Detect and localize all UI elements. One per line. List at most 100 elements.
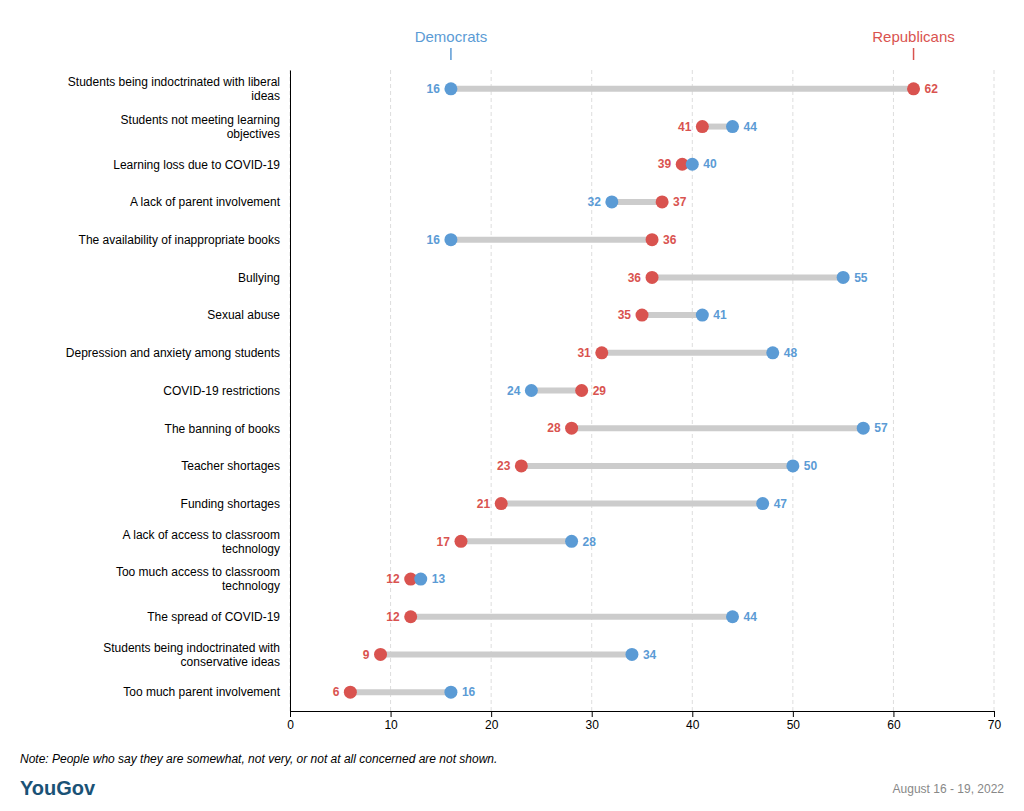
data-label: 41	[678, 120, 692, 134]
x-tick: 40	[686, 711, 700, 732]
y-tick-label: Too much parent involvement	[123, 685, 280, 699]
dot	[636, 309, 649, 322]
y-tick: The spread of COVID-19	[147, 610, 280, 624]
data-label: 44	[744, 610, 758, 624]
connector	[531, 388, 581, 394]
y-tick: Too much parent involvement	[123, 685, 280, 699]
x-axis: 0 10 20 30 40 50 60 70	[287, 711, 1001, 732]
data-labels: 6241393736363531292823211712129616444032…	[333, 82, 939, 699]
grid-line	[290, 70, 291, 711]
x-tick-label: 60	[887, 718, 901, 732]
connector	[501, 501, 762, 507]
dot	[374, 648, 387, 661]
y-tick-label: Sexual abuse	[207, 308, 280, 322]
dot	[444, 82, 457, 95]
x-tick-mark	[893, 711, 894, 717]
dot	[414, 573, 427, 586]
x-tick: 30	[586, 711, 600, 732]
y-tick: Depression and anxiety among students	[66, 346, 280, 360]
y-tick-label: Learning loss due to COVID-19	[113, 158, 280, 172]
x-axis-line	[291, 712, 995, 718]
dot	[726, 610, 739, 623]
connector	[642, 312, 702, 318]
data-label: 47	[774, 497, 788, 511]
data-label: 34	[643, 648, 657, 662]
data-label: 9	[363, 648, 370, 662]
dot	[696, 120, 709, 133]
legend-entry: Republicans	[872, 28, 955, 45]
y-tick-label: COVID-19 restrictions	[163, 384, 280, 398]
data-label: 16	[462, 685, 476, 699]
data-label: 41	[713, 308, 727, 322]
dot	[646, 233, 659, 246]
x-tick: 70	[988, 711, 1002, 732]
grid	[290, 70, 994, 711]
legend-pointer	[913, 48, 915, 60]
x-tick-mark	[491, 711, 492, 717]
dot	[525, 384, 538, 397]
x-tick-mark	[994, 711, 995, 717]
y-tick-label: Students being indoctrinated with libera…	[68, 75, 280, 103]
y-tick: Sexual abuse	[207, 308, 280, 322]
x-tick-mark	[391, 711, 392, 717]
connector	[612, 199, 662, 205]
data-label: 16	[427, 82, 441, 96]
legend-entry: Democrats	[415, 28, 488, 45]
data-label: 50	[804, 459, 818, 473]
grid-line	[792, 70, 793, 711]
connector	[381, 651, 632, 657]
data-label: 48	[784, 346, 798, 360]
y-tick-label: Teacher shortages	[181, 459, 280, 473]
marks	[344, 82, 920, 698]
data-label: 21	[477, 497, 491, 511]
x-tick: 20	[485, 711, 499, 732]
dot	[565, 535, 578, 548]
dot	[565, 422, 578, 435]
y-tick: Learning loss due to COVID-19	[113, 158, 280, 172]
x-tick-label: 50	[787, 718, 801, 732]
data-label: 62	[925, 82, 939, 96]
data-label: 35	[618, 308, 632, 322]
y-tick: Too much access to classroomtechnology	[116, 565, 280, 593]
x-tick-label: 20	[485, 718, 499, 732]
y-tick: Students not meeting learningobjectives	[121, 113, 280, 141]
y-tick-label: Depression and anxiety among students	[66, 346, 280, 360]
y-tick-label: A lack of parent involvement	[130, 195, 281, 209]
grid-line	[893, 70, 894, 711]
x-tick: 50	[787, 711, 801, 732]
series-dots	[414, 82, 870, 698]
data-label: 39	[658, 157, 672, 171]
y-tick: The banning of books	[165, 422, 280, 436]
y-tick-label: A lack of access to classroomtechnology	[123, 528, 280, 556]
dot	[454, 535, 467, 548]
dot	[595, 346, 608, 359]
dot	[786, 459, 799, 472]
dot	[444, 233, 457, 246]
data-label: 16	[427, 233, 441, 247]
data-label: 13	[432, 572, 446, 586]
x-tick-mark	[793, 711, 794, 717]
chart: 0 10 20 30 40 50 60 70 Students being indoctrina…	[0, 0, 1024, 811]
brand: YouGov	[20, 777, 96, 799]
x-tick-mark	[592, 711, 593, 717]
data-label: 36	[628, 271, 642, 285]
y-tick-label: Funding shortages	[181, 497, 280, 511]
note: Note: People who say they are somewhat, …	[20, 752, 497, 766]
data-label: 36	[663, 233, 677, 247]
x-tick: 60	[887, 711, 901, 732]
connector	[411, 614, 733, 620]
x-tick-label: 30	[586, 718, 600, 732]
dot	[837, 271, 850, 284]
dot	[756, 497, 769, 510]
x-tick-label: 0	[287, 718, 294, 732]
connector	[572, 425, 864, 431]
dot	[575, 384, 588, 397]
data-label: 6	[333, 685, 340, 699]
x-tick: 10	[384, 711, 398, 732]
y-tick-label: The spread of COVID-19	[147, 610, 280, 624]
data-label: 29	[593, 384, 607, 398]
data-label: 17	[437, 535, 451, 549]
data-label: 40	[703, 157, 717, 171]
x-tick-mark	[290, 711, 291, 717]
y-axis-line	[290, 71, 291, 712]
